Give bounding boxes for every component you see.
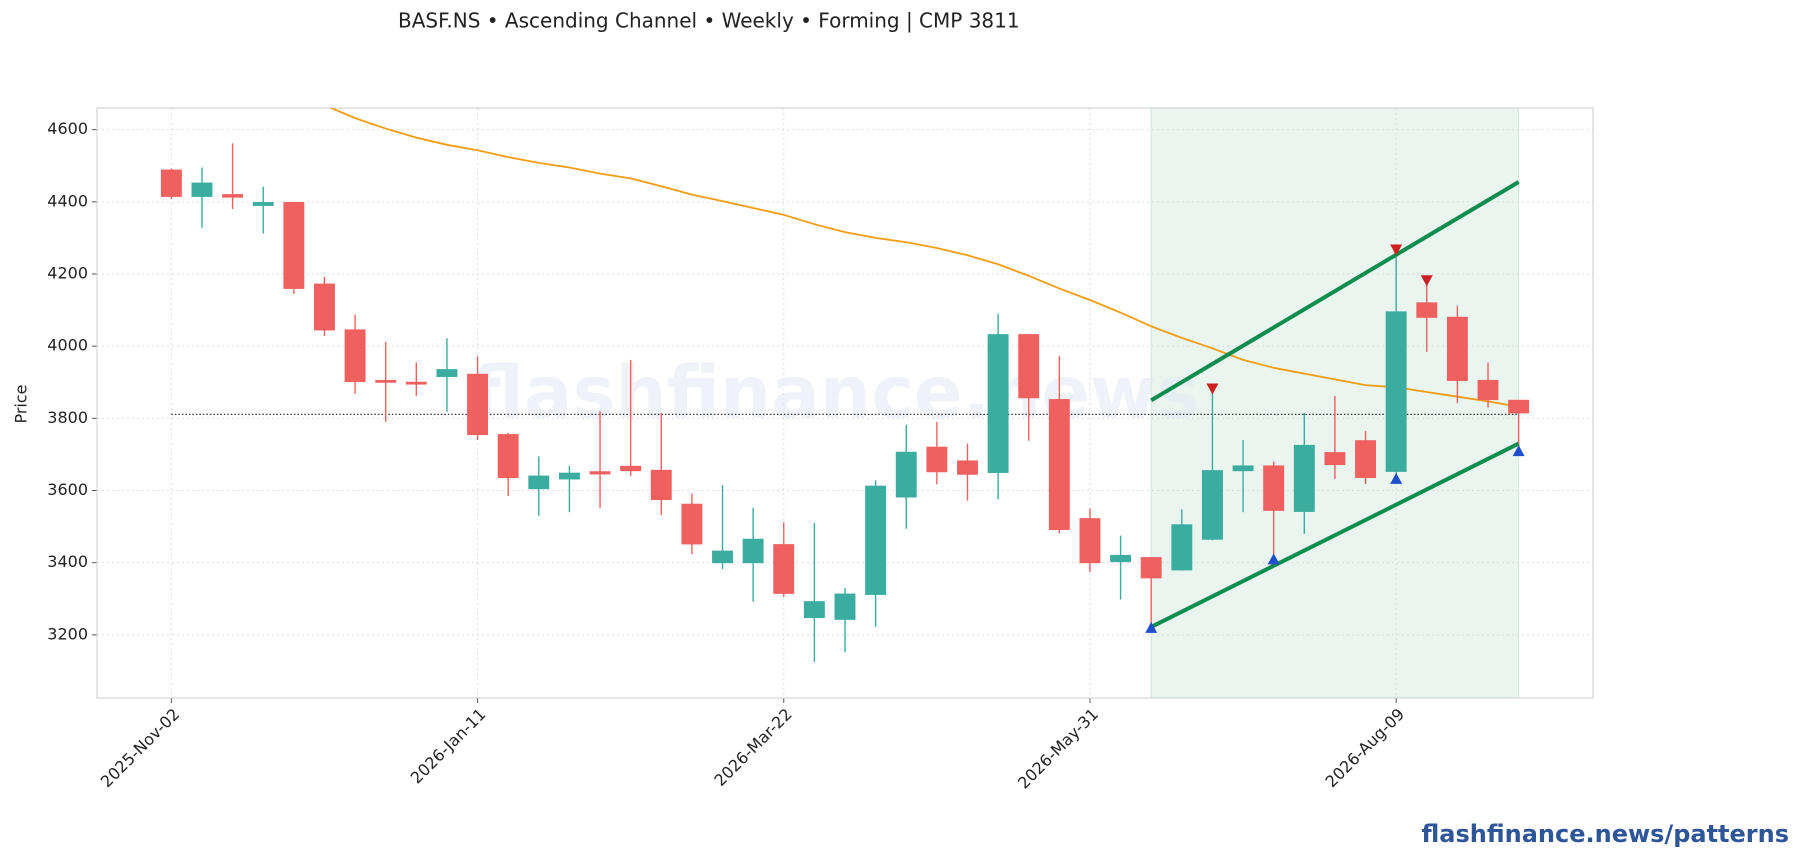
candle-body — [1201, 470, 1223, 540]
swing-high-marker — [1420, 275, 1433, 287]
candle-body — [283, 202, 305, 289]
candle-body — [1355, 440, 1376, 479]
candle-body — [773, 544, 795, 594]
candle-body — [1232, 465, 1254, 472]
candle-body — [1416, 302, 1438, 318]
watermark: flashfinance.news — [471, 351, 1200, 435]
candle-body — [1446, 316, 1468, 381]
x-tick-label: 2026-Mar-22 — [710, 705, 795, 790]
y-tick-label: 3400 — [47, 552, 88, 571]
x-tick-label: 2026-May-31 — [1014, 705, 1102, 793]
candle-body — [1018, 334, 1040, 399]
y-tick-label: 3800 — [47, 408, 88, 427]
candle-body — [222, 194, 244, 198]
y-tick-label: 4200 — [47, 263, 88, 282]
candle-body — [650, 469, 672, 501]
candle-body — [1079, 518, 1101, 564]
y-tick-label: 4000 — [47, 336, 88, 355]
candle-body — [620, 465, 642, 472]
swing-low-marker — [1512, 445, 1525, 457]
plot — [160, 108, 1530, 662]
plot-frame — [96, 107, 1594, 699]
candle-body — [1385, 311, 1407, 472]
y-tick-label: 3600 — [47, 480, 88, 499]
candle-body — [191, 182, 213, 197]
swing-low-marker — [1390, 472, 1403, 484]
candle-body — [1048, 399, 1070, 530]
channel-lower — [1150, 441, 1520, 629]
candle-body — [1110, 554, 1132, 563]
candle-body — [467, 373, 489, 436]
candle-body — [314, 283, 335, 331]
candle-body — [987, 334, 1009, 473]
y-tick-label: 3200 — [47, 624, 88, 643]
candle-body — [895, 451, 917, 498]
channel-upper — [1150, 180, 1520, 403]
candle-body — [834, 593, 856, 620]
candle-body — [1477, 379, 1499, 401]
swing-high-marker — [1206, 383, 1219, 395]
moving-average — [328, 108, 1519, 408]
candle-body — [375, 379, 397, 383]
candle-body — [957, 460, 978, 475]
candle-body — [926, 446, 948, 473]
candle-body — [1324, 452, 1346, 466]
x-tick-label: 2025-Nov-02 — [97, 705, 184, 792]
candle-body — [160, 169, 182, 197]
candle-body — [712, 550, 733, 564]
candle-body — [803, 601, 825, 619]
y-tick-label: 4400 — [47, 191, 88, 210]
swing-high-marker — [1390, 244, 1403, 256]
y-tick-label: 4600 — [47, 119, 88, 138]
candle-body — [1171, 524, 1193, 571]
candle-body — [497, 434, 519, 479]
candle-body — [528, 475, 550, 490]
footer: flashfinance.news/patterns — [1421, 820, 1789, 848]
candle-body — [405, 381, 427, 385]
candle-body — [589, 471, 611, 475]
candle-body — [558, 472, 580, 480]
x-tick-label: 2026-Jan-11 — [407, 705, 490, 788]
candle-body — [865, 485, 887, 595]
x-tick-label: 2026-Aug-09 — [1322, 705, 1409, 792]
chart-title: BASF.NS • Ascending Channel • Weekly • F… — [398, 9, 1020, 33]
swing-low-marker — [1145, 621, 1158, 633]
candle-body — [436, 369, 458, 377]
candle-body — [1508, 399, 1530, 414]
candle-body — [1140, 557, 1162, 579]
candle-body — [252, 202, 274, 206]
swing-low-marker — [1267, 553, 1280, 565]
candle-body — [742, 538, 764, 564]
candle-body — [681, 503, 703, 545]
candle-body — [344, 329, 366, 383]
candle-body — [1263, 465, 1285, 511]
y-axis-label: Price — [12, 384, 31, 423]
candle-body — [1293, 444, 1315, 512]
